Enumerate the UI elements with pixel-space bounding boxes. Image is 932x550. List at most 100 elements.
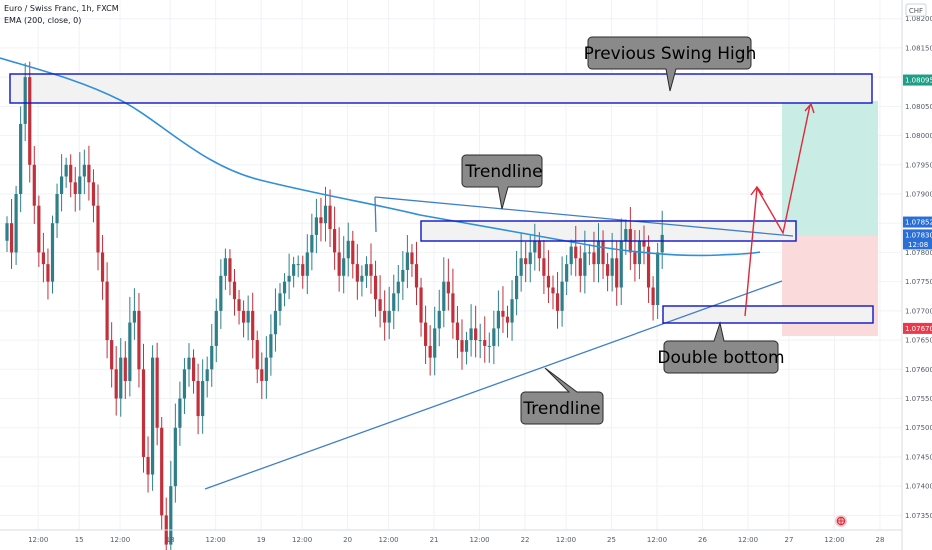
svg-text:1.08095: 1.08095 bbox=[905, 77, 932, 85]
candle bbox=[455, 306, 460, 359]
y-tick-label: 1.07800 bbox=[905, 249, 932, 257]
candle bbox=[442, 257, 446, 328]
x-tick-label: 12:00 bbox=[28, 536, 48, 544]
resistance-zone bbox=[421, 221, 796, 241]
crosshair-target-icon[interactable] bbox=[835, 515, 847, 527]
candle bbox=[264, 336, 268, 399]
candle bbox=[110, 322, 114, 388]
candle bbox=[542, 240, 546, 295]
y-tick-label: 1.07500 bbox=[905, 424, 932, 432]
candle bbox=[433, 306, 437, 376]
candle bbox=[310, 213, 314, 271]
candle bbox=[355, 244, 359, 300]
candle bbox=[628, 206, 632, 270]
candle bbox=[191, 349, 196, 394]
candle bbox=[100, 235, 105, 300]
candle bbox=[119, 338, 123, 417]
candle bbox=[328, 189, 332, 248]
candle bbox=[478, 323, 482, 359]
candle bbox=[169, 460, 173, 550]
candle bbox=[323, 186, 328, 242]
candle bbox=[160, 416, 164, 531]
candle bbox=[9, 198, 14, 269]
callout-double-bottom: Double bottom bbox=[657, 321, 785, 374]
candle bbox=[255, 330, 259, 384]
y-tick-label: 1.07400 bbox=[905, 483, 932, 491]
candle bbox=[269, 314, 273, 376]
candle bbox=[19, 106, 23, 213]
candle bbox=[219, 259, 223, 329]
candle bbox=[178, 381, 182, 446]
y-tick-label: 1.07450 bbox=[905, 453, 932, 461]
candle bbox=[555, 272, 560, 329]
y-tick-label: 1.07600 bbox=[905, 366, 932, 374]
y-tick-label: 1.07550 bbox=[905, 395, 932, 403]
candle bbox=[260, 352, 264, 400]
candle bbox=[351, 230, 355, 279]
candle bbox=[205, 356, 209, 398]
candle bbox=[587, 244, 591, 266]
candle bbox=[524, 241, 528, 283]
candle bbox=[273, 288, 278, 352]
callout-trendline-upper: Trendline bbox=[461, 154, 543, 210]
axis-unit-button[interactable]: CHF bbox=[905, 3, 927, 17]
candle bbox=[596, 223, 601, 283]
candle bbox=[392, 274, 396, 330]
candle bbox=[223, 248, 227, 290]
candle bbox=[155, 342, 159, 446]
candle bbox=[364, 256, 369, 289]
candle bbox=[60, 154, 64, 212]
candle bbox=[14, 185, 18, 265]
candle bbox=[565, 255, 569, 296]
candle bbox=[483, 316, 487, 363]
x-tick-label: 27 bbox=[784, 536, 793, 544]
y-tick-label: 1.08050 bbox=[905, 103, 932, 111]
candle bbox=[346, 222, 350, 277]
candle bbox=[360, 265, 364, 297]
x-tick-label: 19 bbox=[257, 536, 266, 544]
candle bbox=[146, 436, 150, 493]
x-tick-label: 12:00 bbox=[378, 536, 398, 544]
x-tick-label: 22 bbox=[521, 536, 530, 544]
candle bbox=[405, 235, 409, 289]
candle bbox=[282, 273, 287, 307]
candle bbox=[528, 235, 532, 283]
candle bbox=[505, 305, 510, 338]
candle bbox=[410, 244, 414, 277]
candle bbox=[305, 234, 309, 295]
x-tick-label: 21 bbox=[430, 536, 439, 544]
projection-arrow bbox=[744, 102, 815, 317]
price-label: 1.08095 bbox=[903, 74, 932, 86]
candle bbox=[496, 290, 500, 347]
x-tick-label: 12:00 bbox=[556, 536, 576, 544]
candle bbox=[278, 283, 282, 326]
candle bbox=[37, 195, 41, 267]
callout-double-bottom-text: Double bottom bbox=[657, 348, 784, 368]
x-tick-label: 15 bbox=[75, 536, 84, 544]
candle bbox=[424, 305, 428, 365]
x-tick-label: 25 bbox=[607, 536, 616, 544]
candle bbox=[574, 225, 578, 277]
candle bbox=[292, 256, 296, 288]
candle bbox=[378, 275, 382, 328]
candle bbox=[201, 359, 205, 434]
candle bbox=[296, 255, 300, 278]
swing-high-zone bbox=[10, 74, 872, 103]
candle bbox=[64, 157, 68, 188]
candle bbox=[132, 288, 136, 340]
y-tick-label: 1.07700 bbox=[905, 307, 932, 315]
candle bbox=[533, 223, 537, 271]
y-tick-label: 1.07350 bbox=[905, 512, 932, 520]
candle bbox=[660, 210, 664, 269]
price-label: 1.07830 12:08 bbox=[903, 229, 932, 250]
candle bbox=[387, 286, 391, 340]
candle bbox=[437, 289, 441, 347]
candle bbox=[469, 304, 473, 357]
candle bbox=[333, 206, 337, 270]
candle bbox=[619, 218, 623, 305]
price-label: 1.07852 bbox=[903, 216, 932, 228]
candle bbox=[606, 252, 610, 292]
candle bbox=[610, 232, 614, 292]
candle bbox=[642, 225, 646, 265]
